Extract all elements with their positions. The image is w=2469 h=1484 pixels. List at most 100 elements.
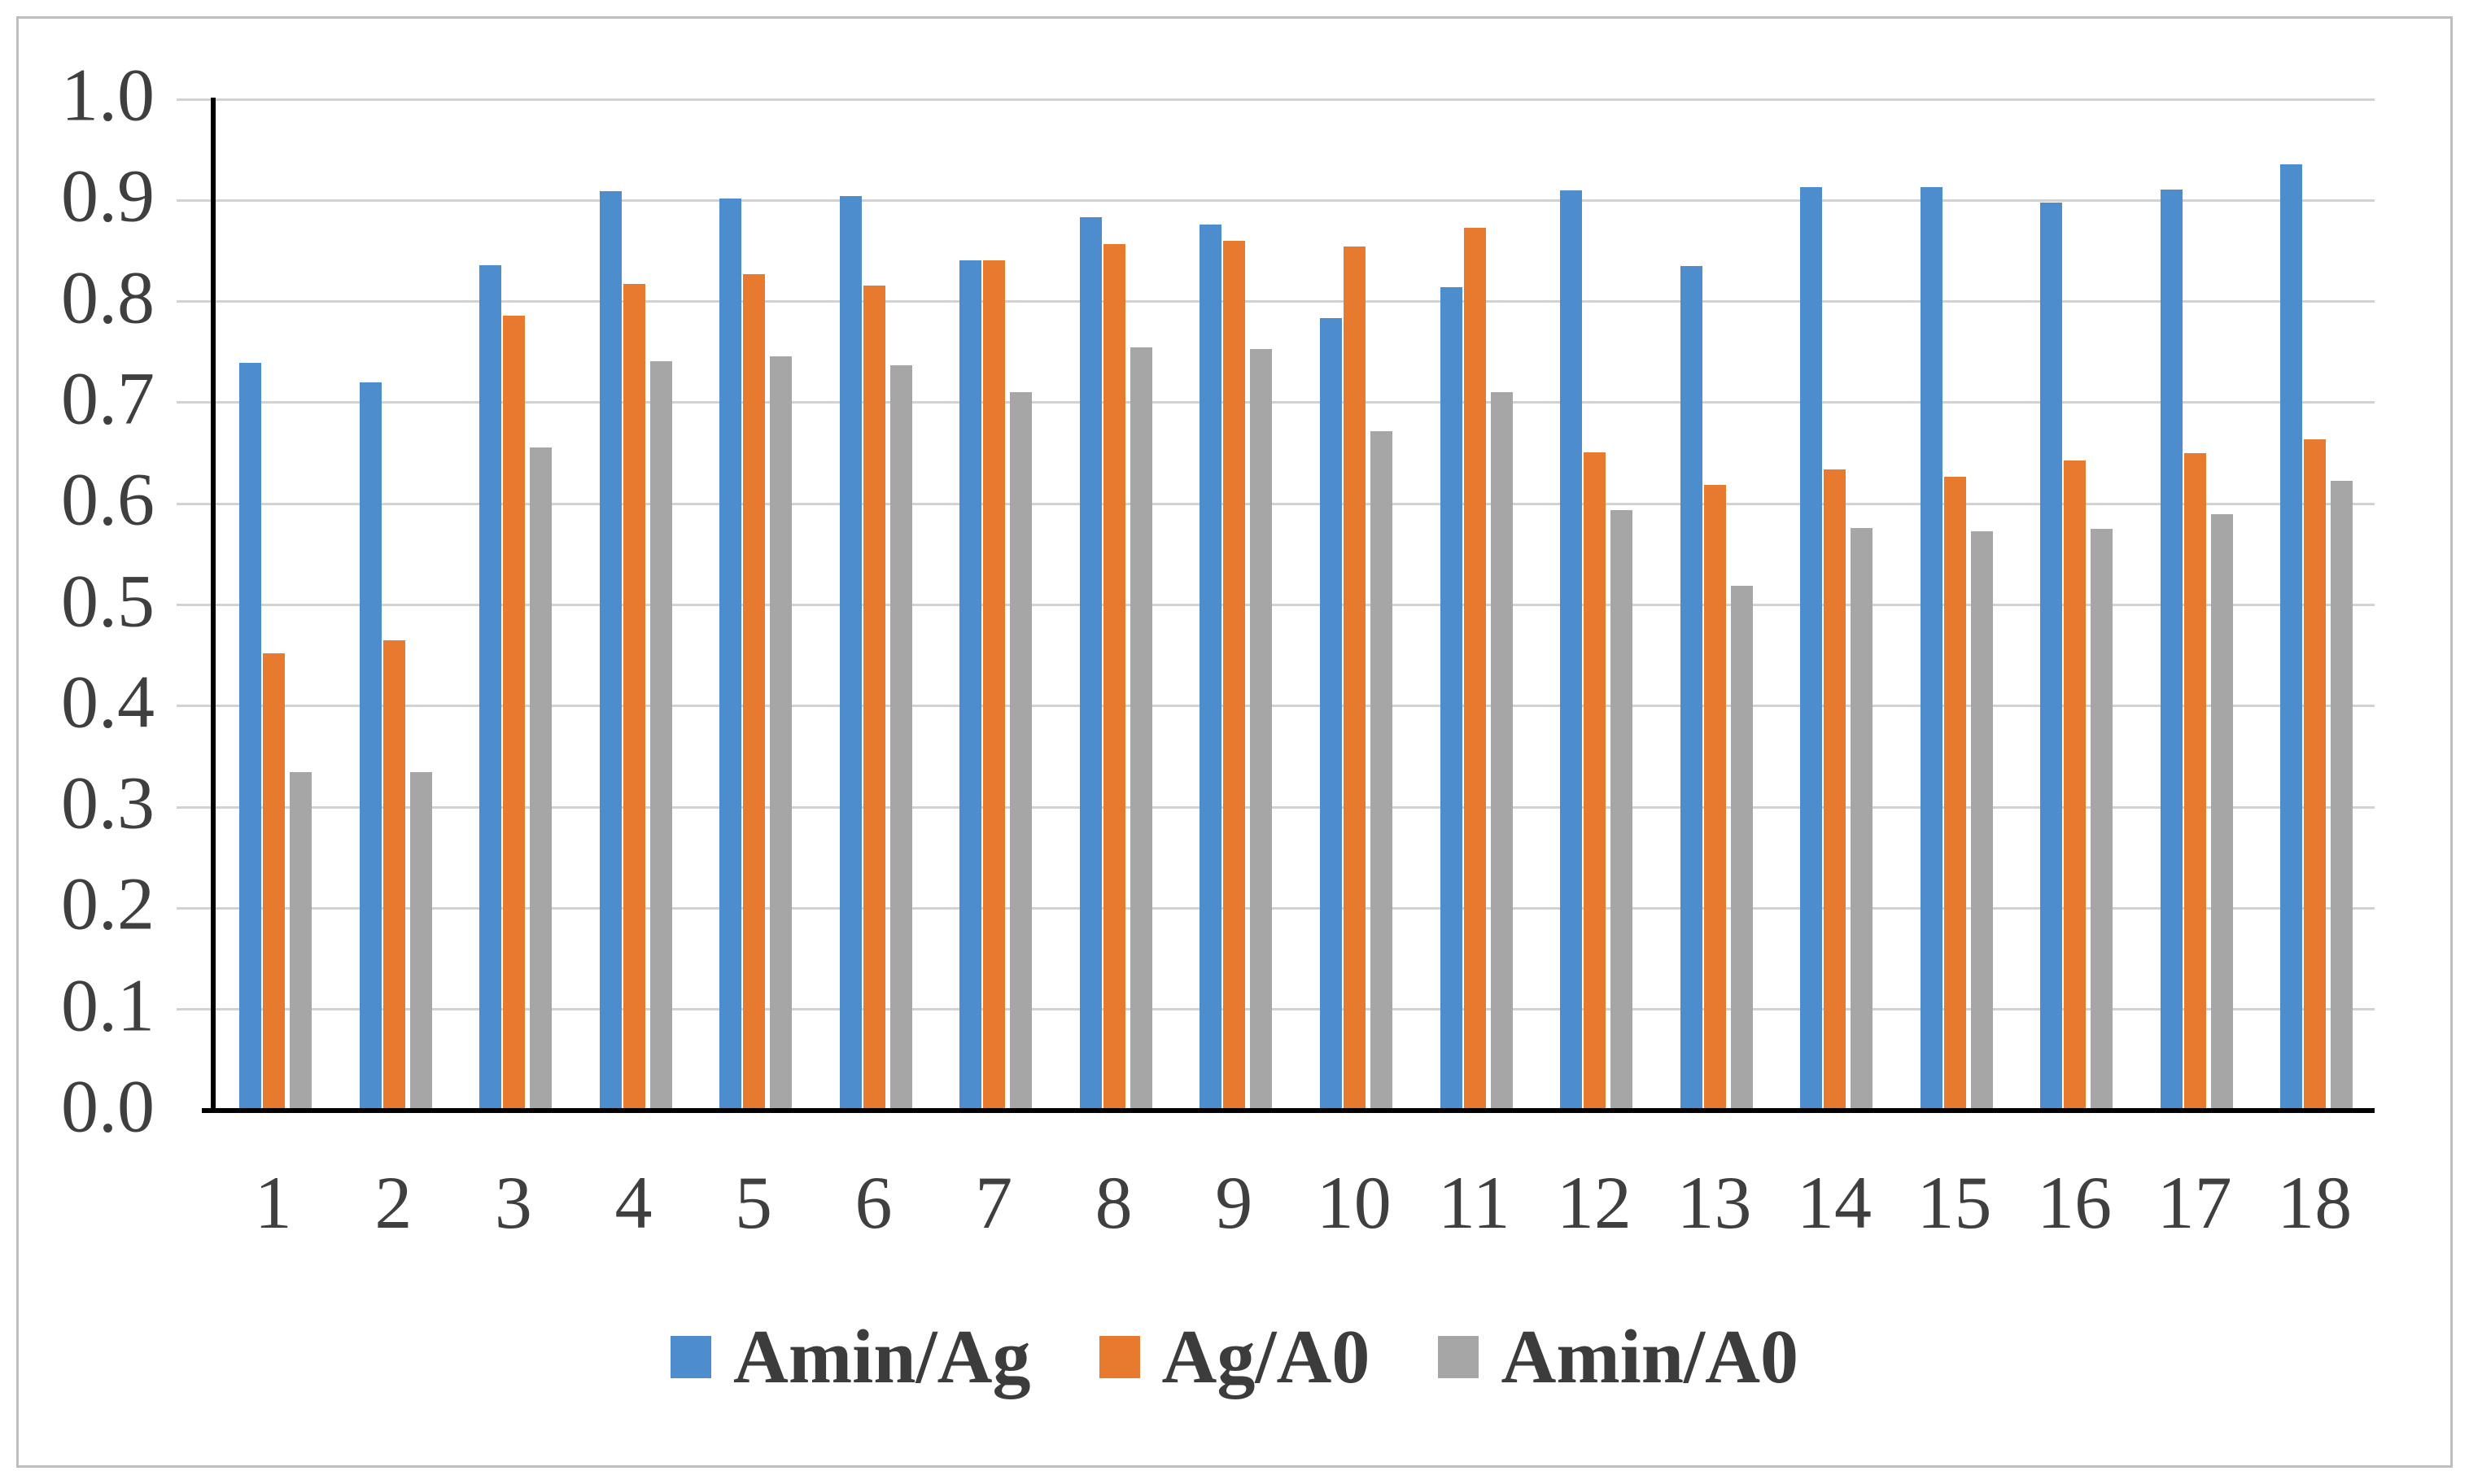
- bar-ag-a0-8: [1103, 243, 1125, 1111]
- x-axis-category-label: 17: [2157, 1161, 2232, 1244]
- bar-ag-a0-12: [1584, 452, 1606, 1111]
- gridline: [177, 502, 2375, 505]
- bar-amin-a0-18: [2331, 480, 2353, 1111]
- bar-amin-ag-12: [1560, 190, 1583, 1111]
- bar-ag-a0-13: [1703, 484, 1726, 1111]
- bar-amin-a0-13: [1730, 585, 1753, 1111]
- bar-group-4: [574, 99, 694, 1111]
- bar-amin-a0-6: [889, 364, 912, 1111]
- bar-ag-a0-6: [863, 285, 885, 1111]
- legend-item-ag-a0: Ag/A0: [1099, 1313, 1370, 1401]
- bar-group-13: [1654, 99, 1775, 1111]
- bar-group-1: [213, 99, 334, 1111]
- bar-ag-a0-15: [1943, 476, 1966, 1111]
- bar-amin-ag-6: [839, 196, 862, 1111]
- x-axis-category-label: 9: [1215, 1161, 1253, 1244]
- bar-amin-ag-13: [1680, 266, 1702, 1111]
- bar-amin-ag-17: [2160, 189, 2183, 1111]
- bar-amin-ag-8: [1079, 217, 1102, 1111]
- x-axis-category-label: 2: [374, 1161, 413, 1244]
- y-axis-tick-label: 0.5: [61, 559, 155, 643]
- legend-label-ag-a0: Ag/A0: [1161, 1315, 1370, 1399]
- chart-legend: Amin/Ag Ag/A0 Amin/A0: [0, 1308, 2469, 1406]
- x-axis-category-label: 14: [1797, 1161, 1872, 1244]
- bar-ag-a0-11: [1463, 227, 1486, 1111]
- bar-group-15: [1894, 99, 2015, 1111]
- legend-marker-amin-a0: [1438, 1336, 1479, 1378]
- x-axis-labels: 1 2 3 4 5 6 7 8 9 10 11 12 13 14 15 16 17 18: [213, 1111, 2375, 1249]
- bar-amin-ag-3: [479, 264, 502, 1111]
- gridline: [177, 805, 2375, 809]
- gridline: [177, 906, 2375, 910]
- bar-ag-a0-3: [503, 316, 526, 1111]
- bar-group-6: [814, 99, 934, 1111]
- bar-ag-a0-7: [983, 260, 1006, 1111]
- y-axis-tick-label: 0.4: [61, 660, 155, 744]
- bar-amin-a0-15: [1970, 530, 1993, 1111]
- bar-ag-a0-10: [1344, 247, 1366, 1111]
- y-axis-tick-label: 0.6: [61, 457, 155, 541]
- bar-amin-ag-9: [1200, 225, 1222, 1111]
- bar-amin-ag-1: [239, 363, 261, 1111]
- bar-amin-ag-5: [719, 198, 742, 1111]
- gridline: [177, 300, 2375, 303]
- bar-amin-a0-4: [649, 360, 672, 1111]
- y-axis-tick-label: 0.7: [61, 356, 155, 440]
- bar-amin-a0-7: [1010, 392, 1033, 1111]
- bar-amin-a0-9: [1250, 349, 1273, 1111]
- bar-group-14: [1774, 99, 1894, 1111]
- gridline: [177, 705, 2375, 708]
- legend-item-amin-a0: Amin/A0: [1438, 1313, 1798, 1401]
- y-axis-line: [211, 98, 216, 1112]
- bar-group-16: [2014, 99, 2135, 1111]
- bar-amin-a0-14: [1851, 528, 1873, 1111]
- bar-amin-ag-16: [2040, 202, 2063, 1111]
- bar-ag-a0-5: [743, 274, 766, 1111]
- x-axis-category-label: 5: [735, 1161, 772, 1244]
- bar-ag-a0-14: [1824, 469, 1846, 1111]
- gridline: [177, 1008, 2375, 1011]
- bar-amin-a0-11: [1490, 392, 1513, 1111]
- y-axis-tick-label: 0.0: [61, 1064, 155, 1148]
- bar-amin-a0-1: [290, 771, 312, 1111]
- bar-group-17: [2135, 99, 2255, 1111]
- bar-group-3: [453, 99, 574, 1111]
- bar-amin-a0-17: [2210, 513, 2233, 1111]
- legend-marker-amin-ag: [670, 1336, 711, 1378]
- y-axis-tick-label: 0.9: [61, 154, 155, 238]
- bar-group-8: [1054, 99, 1174, 1111]
- bar-amin-ag-4: [599, 191, 622, 1111]
- bar-amin-a0-2: [409, 771, 432, 1111]
- bar-group-5: [693, 99, 814, 1111]
- legend-label-amin-a0: Amin/A0: [1501, 1315, 1799, 1399]
- x-axis-category-label: 1: [254, 1161, 292, 1244]
- x-axis-category-label: 4: [614, 1161, 653, 1244]
- bar-amin-a0-12: [1610, 509, 1633, 1111]
- x-axis-category-label: 12: [1556, 1161, 1632, 1244]
- y-axis-tick-label: 1.0: [61, 53, 155, 137]
- bar-group-11: [1414, 99, 1535, 1111]
- bar-amin-a0-16: [2091, 529, 2113, 1111]
- x-axis-category-label: 13: [1676, 1161, 1752, 1244]
- legend-item-amin-ag: Amin/Ag: [670, 1313, 1031, 1401]
- x-axis-category-label: 16: [2037, 1161, 2113, 1244]
- gridline: [177, 199, 2375, 202]
- bar-group-18: [2254, 99, 2375, 1111]
- y-axis-tick-label: 0.3: [61, 761, 155, 845]
- bar-ag-a0-16: [2064, 460, 2087, 1111]
- legend-label-amin-ag: Amin/Ag: [732, 1315, 1031, 1399]
- bar-amin-ag-18: [2280, 164, 2303, 1111]
- bar-amin-ag-7: [959, 260, 982, 1111]
- x-axis-category-label: 15: [1916, 1161, 1992, 1244]
- bar-ag-a0-4: [623, 284, 645, 1111]
- bar-ag-a0-9: [1223, 241, 1246, 1111]
- bar-amin-a0-3: [530, 447, 553, 1111]
- x-axis-line: [202, 1108, 2375, 1113]
- y-axis-tick-label: 0.2: [61, 862, 155, 946]
- bar-amin-a0-10: [1370, 430, 1392, 1111]
- bar-group-12: [1534, 99, 1654, 1111]
- plot-area: [177, 98, 2375, 1113]
- bar-group-9: [1173, 99, 1294, 1111]
- x-axis-category-label: 8: [1095, 1161, 1133, 1244]
